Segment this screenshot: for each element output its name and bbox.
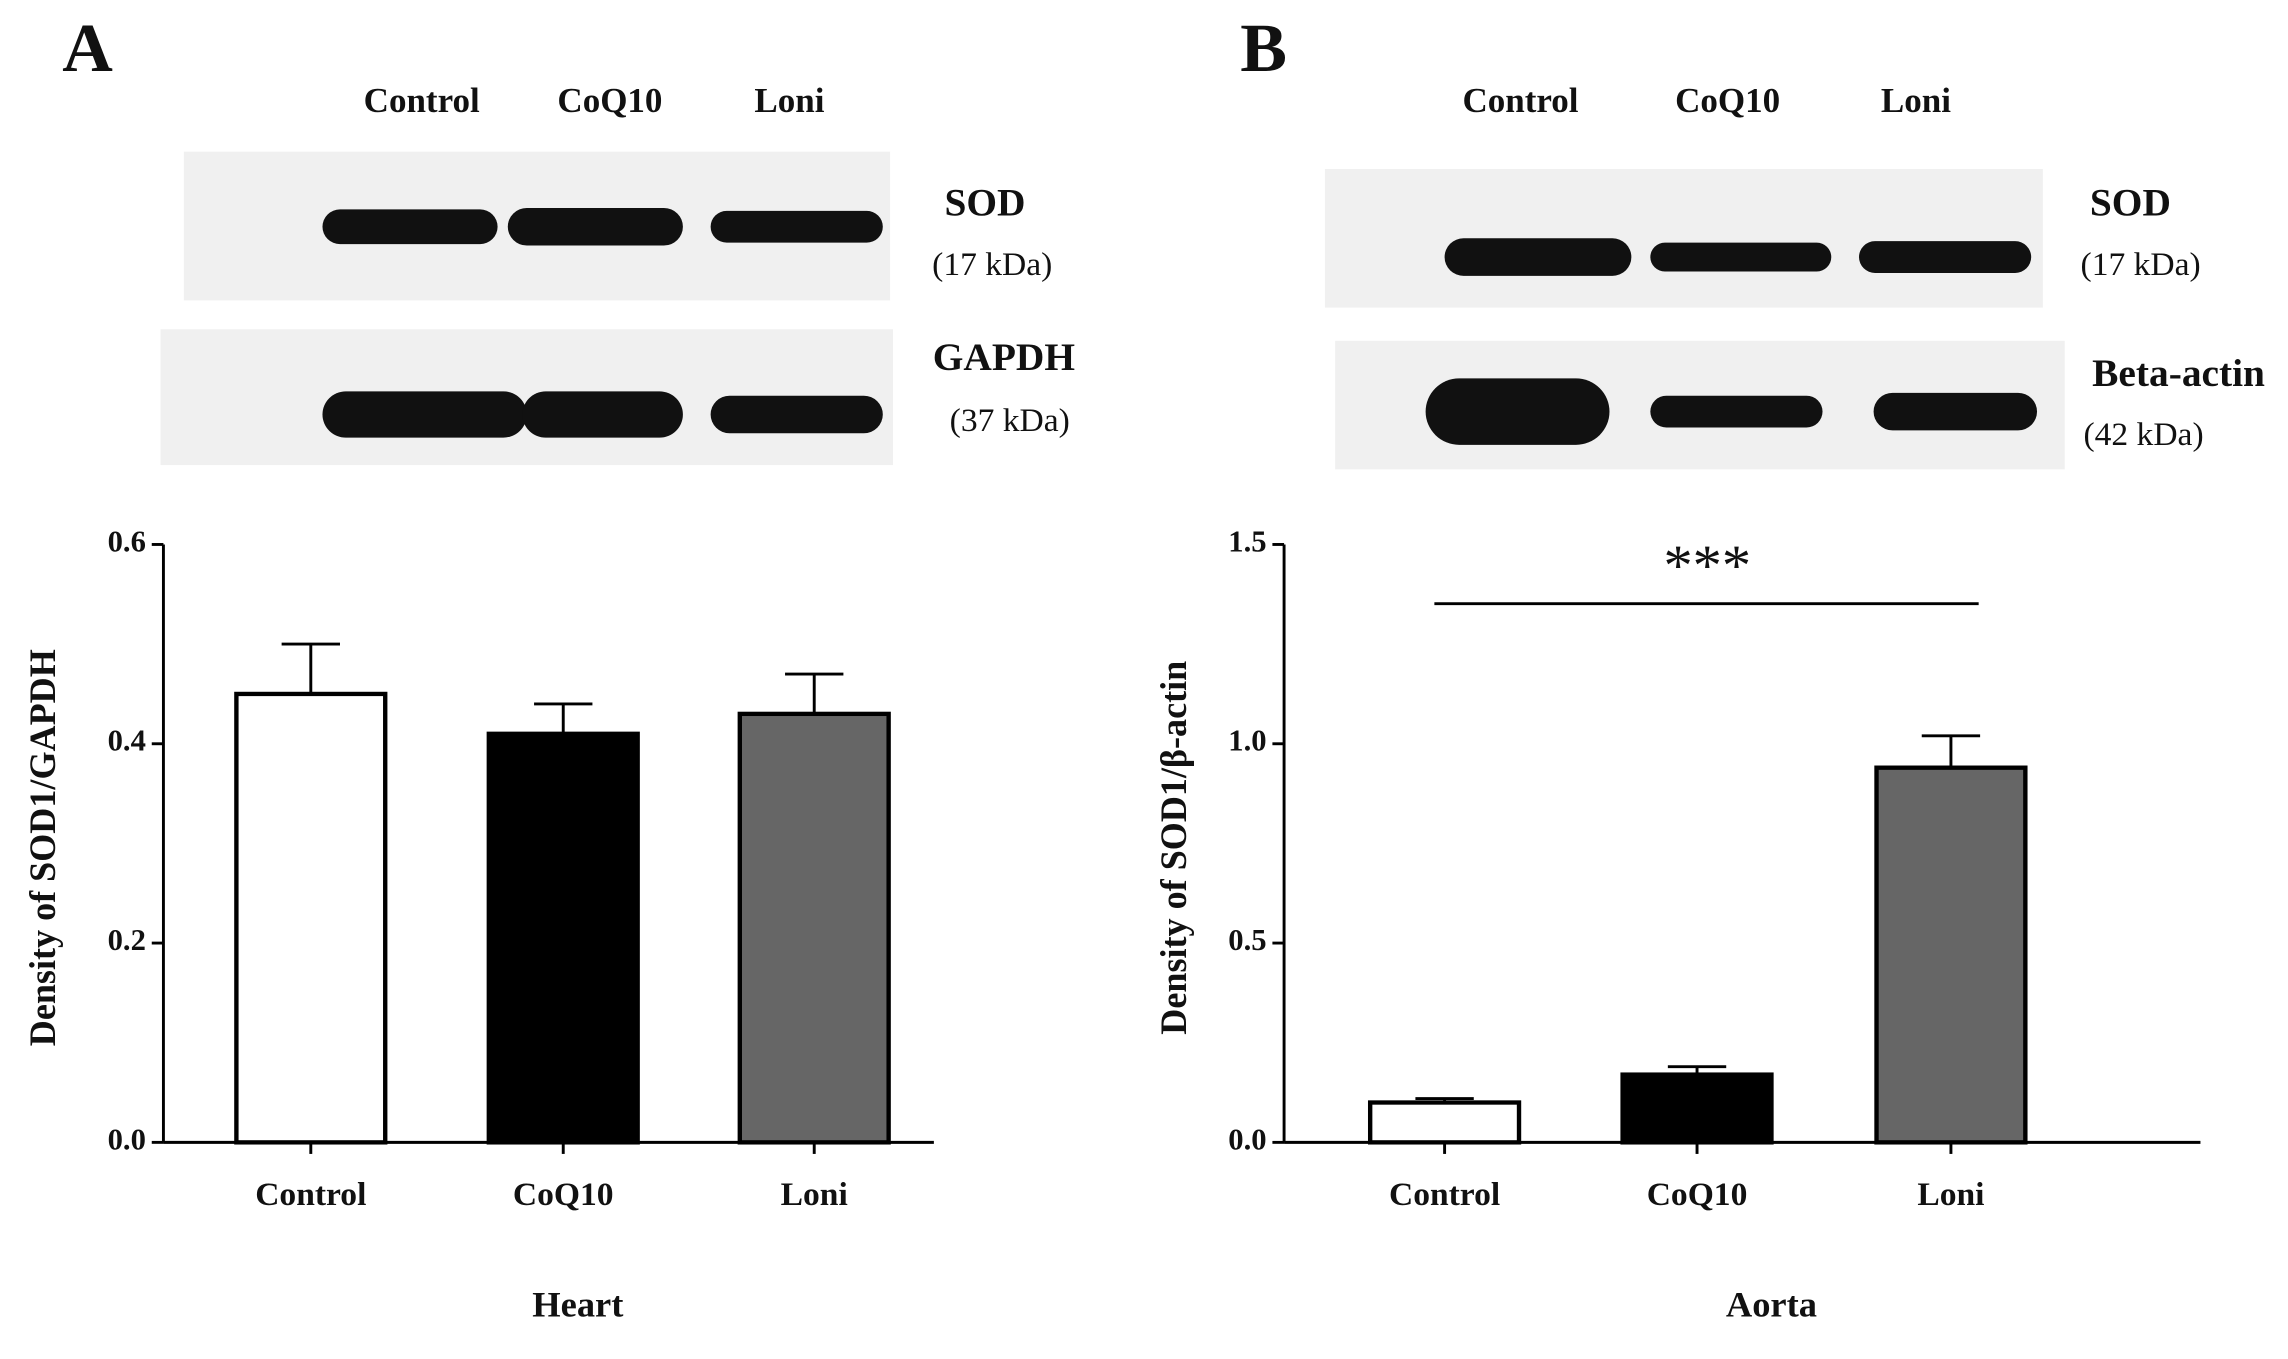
blot-band — [322, 391, 527, 438]
lane-label: CoQ10 — [1675, 81, 1780, 120]
blot-band — [710, 395, 883, 434]
bar — [234, 691, 388, 1145]
blot-band — [522, 391, 683, 438]
blot-label: GAPDH — [933, 336, 1075, 379]
blot-band — [1425, 378, 1610, 445]
blot-size: (17 kDa) — [2081, 246, 2201, 283]
significance-label: *** — [1663, 533, 1751, 598]
blot-band — [1444, 238, 1632, 276]
y-axis-title: Density of SOD1/GAPDH — [23, 649, 63, 1046]
panel-label: A — [62, 10, 113, 87]
blot-membrane — [1324, 168, 2043, 308]
bar — [737, 711, 891, 1145]
y-tick-label: 0.5 — [1228, 923, 1266, 957]
lane-label: Loni — [754, 81, 824, 120]
x-tick-label: Loni — [781, 1176, 848, 1213]
x-tick-label: CoQ10 — [513, 1176, 614, 1213]
x-tick-label: Control — [1389, 1176, 1500, 1213]
x-axis-title: Aorta — [1726, 1285, 1817, 1325]
blot-size: (17 kDa) — [932, 246, 1052, 283]
panel-label: B — [1240, 10, 1287, 87]
blot-band — [1873, 392, 2038, 431]
lane-label: Control — [364, 81, 480, 120]
y-tick-label: 0.2 — [108, 923, 146, 957]
y-tick-label: 0.4 — [108, 724, 146, 758]
x-tick-label: Control — [255, 1176, 366, 1213]
x-tick-label: CoQ10 — [1647, 1176, 1748, 1213]
bar — [1874, 765, 2028, 1145]
blot-band — [507, 207, 683, 246]
y-tick-label: 0.6 — [108, 525, 146, 559]
blot-band — [1859, 241, 2032, 273]
blot-label: SOD — [944, 182, 1025, 225]
lane-label: CoQ10 — [557, 81, 662, 120]
blot-size: (42 kDa) — [2083, 416, 2203, 453]
bar — [1620, 1072, 1774, 1145]
x-tick-label: Loni — [1917, 1176, 1984, 1213]
lane-label: Control — [1462, 81, 1578, 120]
bar — [1367, 1100, 1522, 1145]
blot-band — [1650, 242, 1832, 272]
blot-label: Beta-actin — [2092, 352, 2265, 395]
blot-label: SOD — [2090, 182, 2171, 225]
y-tick-label: 1.5 — [1228, 525, 1266, 559]
x-axis-title: Heart — [532, 1285, 623, 1325]
bar — [486, 731, 640, 1145]
lane-label: Loni — [1881, 81, 1951, 120]
y-tick-label: 1.0 — [1228, 724, 1266, 758]
blot-band — [1650, 395, 1823, 428]
y-tick-label: 0.0 — [108, 1122, 146, 1156]
blot-band — [322, 209, 498, 245]
y-axis-title: Density of SOD1/β-actin — [1154, 661, 1194, 1035]
y-tick-label: 0.0 — [1228, 1122, 1266, 1156]
blot-size: (37 kDa) — [950, 402, 1070, 439]
blot-band — [710, 210, 883, 243]
